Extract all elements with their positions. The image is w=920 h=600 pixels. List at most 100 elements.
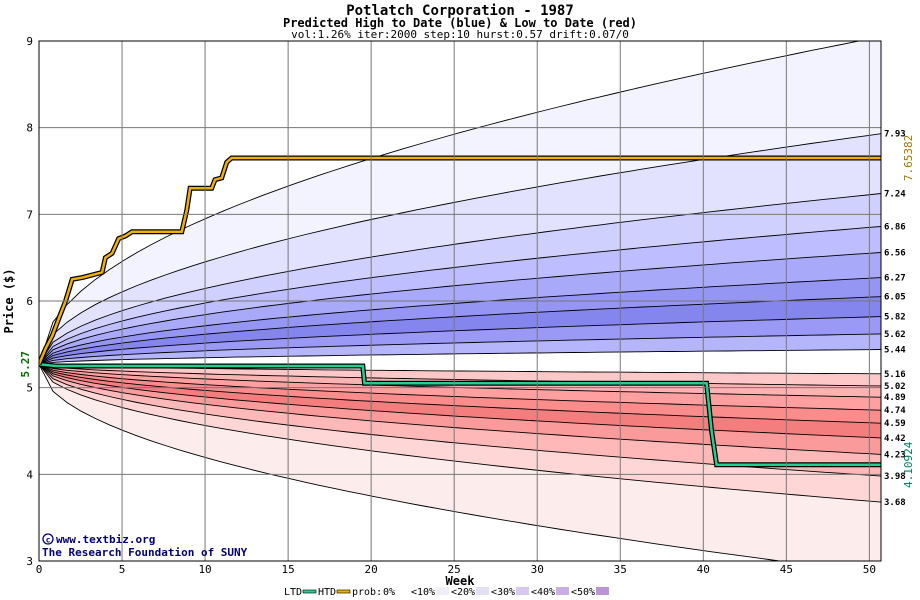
legend-prob-swatch xyxy=(476,587,489,595)
x-tick-label: 45 xyxy=(780,563,793,576)
y-tick-label: 4 xyxy=(26,468,33,481)
x-axis-label: Week xyxy=(446,574,476,588)
percentile-line xyxy=(39,316,881,365)
x-tick-label: 0 xyxy=(36,563,43,576)
legend-prob-item: 0% xyxy=(383,587,395,598)
copyright-icon-glyph: c xyxy=(46,536,51,545)
y-tick-label: 8 xyxy=(26,122,33,135)
x-tick-label: 25 xyxy=(448,563,461,576)
percentile-line xyxy=(39,363,881,439)
chart-title: Potlatch Corporation - 1987 xyxy=(346,3,574,19)
lower-band xyxy=(39,364,881,398)
percentile-line xyxy=(39,252,881,365)
legend-prob-swatch xyxy=(516,587,529,595)
x-tick-label: 20 xyxy=(365,563,378,576)
y-tick-label: 7 xyxy=(26,208,33,221)
percentile-line xyxy=(39,277,881,365)
band-group xyxy=(39,41,881,561)
legend-ltd-label: LTD xyxy=(284,587,302,598)
x-tick-label: 30 xyxy=(531,563,544,576)
x-tick-label: 50 xyxy=(863,563,876,576)
percentile-final-label: 7.24 xyxy=(884,190,906,200)
lower-band xyxy=(39,364,881,424)
upper-band xyxy=(39,316,881,365)
credit-org: The Research Foundation of SUNY xyxy=(42,546,248,559)
percentile-final-label: 4.23 xyxy=(884,450,906,460)
legend-prob-swatch xyxy=(596,587,609,595)
percentile-final-label: 4.59 xyxy=(884,419,906,429)
percentile-final-label: 6.56 xyxy=(884,248,906,258)
legend-htd-label: HTD xyxy=(318,587,336,598)
upper-band xyxy=(39,133,881,365)
y-tick-label: 3 xyxy=(26,555,33,568)
legend-prob-swatch xyxy=(396,587,409,595)
y-tick-label: 9 xyxy=(26,35,33,48)
percentile-line xyxy=(39,193,881,365)
ltd-line xyxy=(39,363,881,467)
percentile-line xyxy=(39,363,881,387)
percentile-final-label: 3.98 xyxy=(884,472,906,482)
lower-band xyxy=(39,364,881,386)
legend-prob-item: <20% xyxy=(451,587,475,598)
percentile-line xyxy=(39,226,881,365)
x-tick-label: 40 xyxy=(697,563,710,576)
percentile-line xyxy=(39,349,881,365)
upper-band xyxy=(39,277,881,365)
y-tick-label: 5 xyxy=(26,382,33,395)
lower-band xyxy=(39,364,881,503)
y-axis-label: Price ($) xyxy=(2,268,16,333)
percentile-final-label: 4.42 xyxy=(884,434,906,444)
x-tick-label: 5 xyxy=(119,563,126,576)
percentile-final-label: 5.44 xyxy=(884,346,906,356)
percentile-final-label: 6.86 xyxy=(884,222,906,232)
percentile-final-label: 5.82 xyxy=(884,313,906,323)
percentile-line xyxy=(39,296,881,365)
percentile-line xyxy=(39,363,881,424)
credit-url: www.textbiz.org xyxy=(56,533,155,546)
chart-params: vol:1.26% iter:2000 step:10 hurst:0.57 d… xyxy=(291,28,629,41)
legend-ltd-swatch xyxy=(302,589,317,594)
upper-band xyxy=(39,252,881,365)
percentile-final-label: 6.27 xyxy=(884,274,906,284)
percentile-final-label: 6.05 xyxy=(884,293,906,303)
percentile-line xyxy=(39,363,881,411)
legend-prob-item: <40% xyxy=(531,587,555,598)
percentile-final-label: 7.93 xyxy=(884,130,906,140)
legend-prob-swatch xyxy=(436,587,449,595)
lower-band xyxy=(39,364,881,477)
x-tick-label: 15 xyxy=(281,563,294,576)
x-tick-label: 10 xyxy=(198,563,211,576)
y-tick-label: 6 xyxy=(26,295,33,308)
start-price-label: 5.27 xyxy=(19,351,32,378)
percentile-final-label: 5.02 xyxy=(884,382,906,392)
ltd-final-label: 4.10924 xyxy=(902,441,915,488)
legend-htd-swatch xyxy=(336,589,351,594)
percentile-final-label: 3.68 xyxy=(884,498,906,508)
percentile-line xyxy=(39,364,784,561)
percentile-line xyxy=(39,363,881,455)
percentile-line xyxy=(39,333,881,365)
lower-band xyxy=(39,364,881,438)
upper-band xyxy=(39,193,881,365)
upper-band xyxy=(39,41,881,365)
upper-band xyxy=(39,226,881,365)
percentile-final-label: 4.89 xyxy=(884,393,906,403)
chart-subtitle: Predicted High to Date (blue) & Low to D… xyxy=(282,16,637,30)
percentile-line xyxy=(39,133,881,365)
lower-band xyxy=(39,364,881,561)
legend-prob-label: prob: xyxy=(352,587,382,598)
percentile-final-label: 5.16 xyxy=(884,370,906,380)
legend-prob-item: <50% xyxy=(571,587,595,598)
percentile-final-label: 4.74 xyxy=(884,406,906,416)
lower-band xyxy=(39,364,881,411)
legend-prob-item: <10% xyxy=(411,587,435,598)
legend-prob-item: <30% xyxy=(491,587,515,598)
plot-frame xyxy=(38,40,882,562)
x-tick-label: 35 xyxy=(614,563,627,576)
htd-final-label: 7.65382 xyxy=(902,135,915,181)
legend-prob-swatch xyxy=(556,587,569,595)
percentile-final-label: 5.62 xyxy=(884,330,906,340)
lower-band xyxy=(39,364,881,455)
copyright-icon xyxy=(42,533,54,545)
